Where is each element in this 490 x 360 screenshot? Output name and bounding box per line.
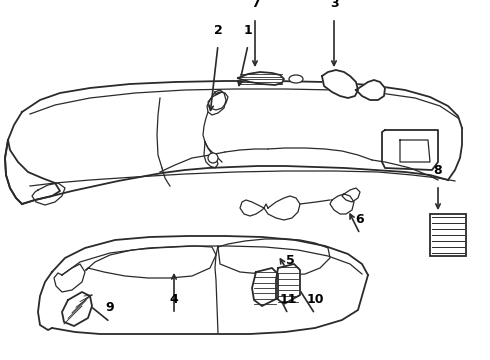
Polygon shape <box>62 292 92 326</box>
Text: 3: 3 <box>330 0 338 10</box>
Text: 5: 5 <box>286 254 294 267</box>
Text: 9: 9 <box>106 301 114 314</box>
Circle shape <box>208 153 218 163</box>
Text: 1: 1 <box>244 24 252 37</box>
Text: 4: 4 <box>170 293 178 306</box>
Text: 10: 10 <box>306 293 324 306</box>
Polygon shape <box>252 268 278 306</box>
Ellipse shape <box>289 75 303 83</box>
Bar <box>430 214 466 256</box>
Text: 7: 7 <box>250 0 259 10</box>
Polygon shape <box>356 80 385 100</box>
Polygon shape <box>276 264 300 304</box>
Text: 6: 6 <box>356 213 364 226</box>
Text: 11: 11 <box>279 293 297 306</box>
Text: 8: 8 <box>434 164 442 177</box>
Polygon shape <box>322 70 358 98</box>
Polygon shape <box>238 72 284 85</box>
Text: 2: 2 <box>214 24 222 37</box>
